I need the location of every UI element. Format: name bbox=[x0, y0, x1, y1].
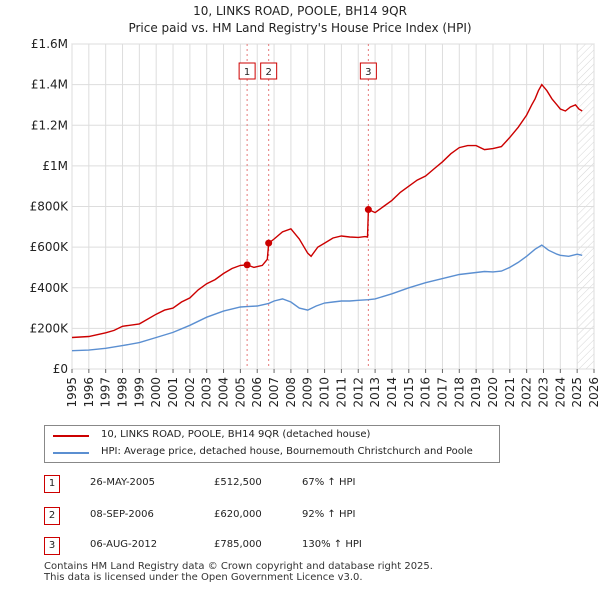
y-tick-label: £1.6M bbox=[31, 37, 68, 51]
transaction-price: £785,000 bbox=[214, 539, 262, 550]
sale-number-box bbox=[359, 62, 377, 80]
transaction-date: 26-MAY-2005 bbox=[90, 477, 156, 488]
footer-copyright: Contains HM Land Registry data © Crown c… bbox=[44, 561, 433, 572]
legend-swatch-hpi bbox=[53, 452, 89, 454]
legend-label-hpi: HPI: Average price, detached house, Bour… bbox=[101, 446, 473, 457]
x-tick-label: 1996 bbox=[82, 377, 96, 408]
transaction-number: 3 bbox=[44, 537, 60, 555]
transaction-hpi: 130% ↑ HPI bbox=[302, 539, 362, 550]
x-tick-label: 2010 bbox=[318, 377, 332, 408]
x-tick-label: 2000 bbox=[149, 377, 163, 408]
transaction-number: 1 bbox=[44, 475, 60, 493]
x-tick-label: 2026 bbox=[587, 377, 600, 408]
x-tick-label: 2007 bbox=[267, 377, 281, 408]
y-tick-label: £200K bbox=[30, 321, 70, 335]
transaction-price: £620,000 bbox=[214, 509, 262, 520]
price-chart: £0 £200K £400K £600K £800K £1M £1.2M £1.4M £1.6M… bbox=[30, 37, 600, 408]
transaction-number: 2 bbox=[44, 507, 60, 525]
sale-point bbox=[364, 206, 372, 214]
sale-point bbox=[265, 239, 273, 247]
x-tick-label: 1999 bbox=[132, 377, 146, 408]
x-tick-label: 2001 bbox=[166, 377, 180, 408]
x-tick-label: 2018 bbox=[452, 377, 466, 408]
transaction-row: 1 26-MAY-2005 £512,500 67% ↑ HPI bbox=[0, 475, 600, 495]
sale-point bbox=[243, 261, 251, 269]
sale-number-box bbox=[238, 62, 256, 80]
x-tick-label: 2023 bbox=[536, 377, 550, 408]
legend-label-property: 10, LINKS ROAD, POOLE, BH14 9QR (detache… bbox=[101, 429, 371, 440]
x-tick-label: 2011 bbox=[334, 377, 348, 408]
hpi-line bbox=[71, 244, 583, 352]
x-tick-label: 2020 bbox=[486, 377, 500, 408]
x-tick-label: 2004 bbox=[217, 377, 231, 408]
y-tick-label: £0 bbox=[53, 362, 68, 376]
sale-number-label: 2 bbox=[265, 67, 271, 78]
x-tick-label: 2003 bbox=[200, 377, 214, 408]
x-tick-label: 2006 bbox=[250, 377, 264, 408]
sale-number-label: 3 bbox=[365, 67, 371, 78]
x-tick-label: 2022 bbox=[520, 377, 534, 408]
sale-number-label: 1 bbox=[244, 67, 250, 78]
y-tick-label: £1M bbox=[42, 159, 68, 173]
x-tick-label: 1998 bbox=[116, 377, 130, 408]
x-tick-label: 2017 bbox=[435, 377, 449, 408]
transaction-row: 3 06-AUG-2012 £785,000 130% ↑ HPI bbox=[0, 537, 600, 557]
sale-number-box bbox=[260, 62, 278, 80]
legend: 10, LINKS ROAD, POOLE, BH14 9QR (detache… bbox=[44, 425, 500, 463]
y-tick-label: £400K bbox=[30, 281, 70, 295]
x-tick-label: 1995 bbox=[65, 377, 79, 408]
x-tick-label: 2019 bbox=[469, 377, 483, 408]
x-tick-label: 2009 bbox=[301, 377, 315, 408]
property-price-line bbox=[71, 83, 583, 339]
x-tick-label: 2014 bbox=[385, 377, 399, 408]
footer-licence: This data is licensed under the Open Gov… bbox=[44, 572, 363, 583]
legend-swatch-property bbox=[53, 435, 89, 437]
transaction-row: 2 08-SEP-2006 £620,000 92% ↑ HPI bbox=[0, 507, 600, 527]
y-tick-label: £1.4M bbox=[31, 78, 68, 92]
transaction-hpi: 67% ↑ HPI bbox=[302, 477, 356, 488]
chart-title-line1: 10, LINKS ROAD, POOLE, BH14 9QR bbox=[193, 4, 407, 18]
y-tick-label: £800K bbox=[30, 200, 70, 214]
x-tick-label: 2005 bbox=[233, 377, 247, 408]
x-tick-label: 2013 bbox=[368, 377, 382, 408]
x-tick-label: 2024 bbox=[553, 377, 567, 408]
transaction-date: 08-SEP-2006 bbox=[90, 509, 154, 520]
x-tick-label: 2015 bbox=[402, 377, 416, 408]
transaction-price: £512,500 bbox=[214, 477, 262, 488]
transaction-date: 06-AUG-2012 bbox=[90, 539, 158, 550]
x-tick-label: 2021 bbox=[503, 377, 517, 408]
chart-title-line2: Price paid vs. HM Land Registry's House … bbox=[128, 21, 472, 35]
x-tick-label: 2002 bbox=[183, 377, 197, 408]
y-tick-label: £1.2M bbox=[31, 118, 68, 132]
x-tick-label: 2025 bbox=[570, 377, 584, 408]
x-tick-label: 2016 bbox=[419, 377, 433, 408]
x-tick-label: 2012 bbox=[351, 377, 365, 408]
x-tick-label: 1997 bbox=[99, 377, 113, 408]
transaction-hpi: 92% ↑ HPI bbox=[302, 509, 356, 520]
y-tick-label: £600K bbox=[30, 240, 70, 254]
x-tick-label: 2008 bbox=[284, 377, 298, 408]
